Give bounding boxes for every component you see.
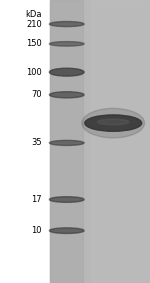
Bar — [0, 0, 50, 283]
Bar — [50, 0, 83, 283]
Text: 17: 17 — [31, 195, 42, 204]
Bar — [91, 0, 150, 283]
Text: kDa: kDa — [26, 10, 42, 19]
Ellipse shape — [50, 22, 84, 27]
Text: 10: 10 — [32, 226, 42, 235]
Ellipse shape — [50, 140, 84, 145]
Text: 35: 35 — [31, 138, 42, 147]
Bar — [50, 0, 150, 283]
Ellipse shape — [50, 68, 84, 76]
Text: 210: 210 — [26, 20, 42, 29]
Ellipse shape — [82, 108, 145, 138]
Ellipse shape — [50, 228, 84, 233]
Ellipse shape — [98, 119, 129, 125]
Ellipse shape — [50, 92, 84, 98]
Ellipse shape — [85, 115, 142, 131]
Ellipse shape — [50, 197, 84, 202]
Text: 100: 100 — [26, 68, 42, 77]
Ellipse shape — [50, 42, 84, 46]
Text: 70: 70 — [31, 90, 42, 99]
Text: 150: 150 — [26, 39, 42, 48]
